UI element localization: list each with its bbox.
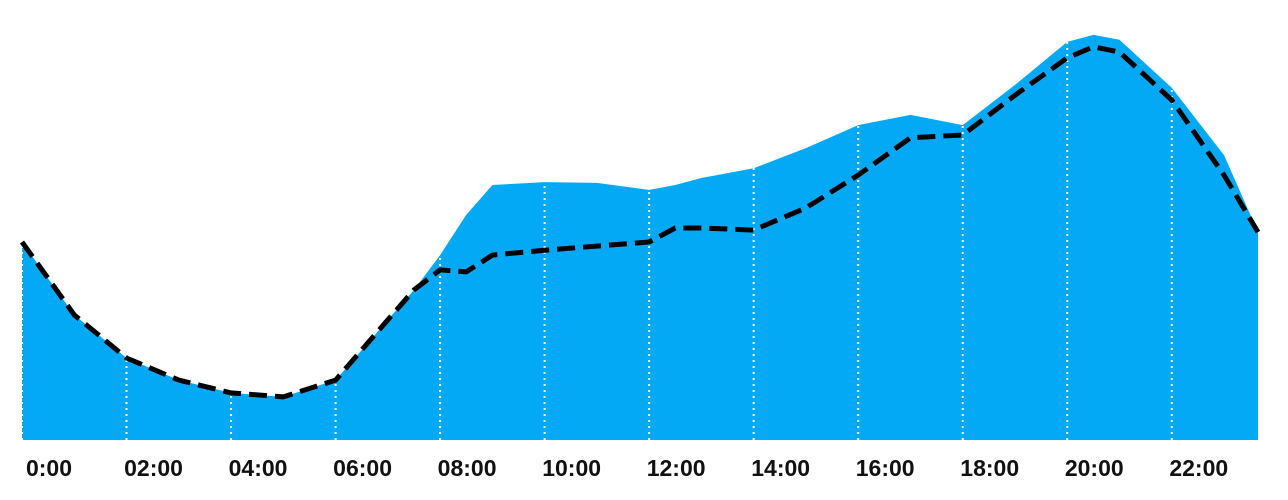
x-tick-label: 20:00 (1065, 455, 1124, 481)
x-tick-label: 08:00 (438, 455, 497, 481)
x-tick-label: 02:00 (124, 455, 183, 481)
area (22, 34, 1258, 441)
x-tick-label: 18:00 (960, 455, 1019, 481)
x-tick-label: 14:00 (751, 455, 810, 481)
line (19, 44, 1261, 400)
x-tick-label: 06:00 (333, 455, 392, 481)
x-tick-label: 10:00 (542, 455, 601, 481)
x-tick-label: 22:00 (1169, 455, 1228, 481)
x-tick-label: 04:00 (229, 455, 288, 481)
x-tick-label: 12:00 (647, 455, 706, 481)
x-tick-label: 0:00 (26, 455, 72, 481)
x-tick-label: 16:00 (856, 455, 915, 481)
